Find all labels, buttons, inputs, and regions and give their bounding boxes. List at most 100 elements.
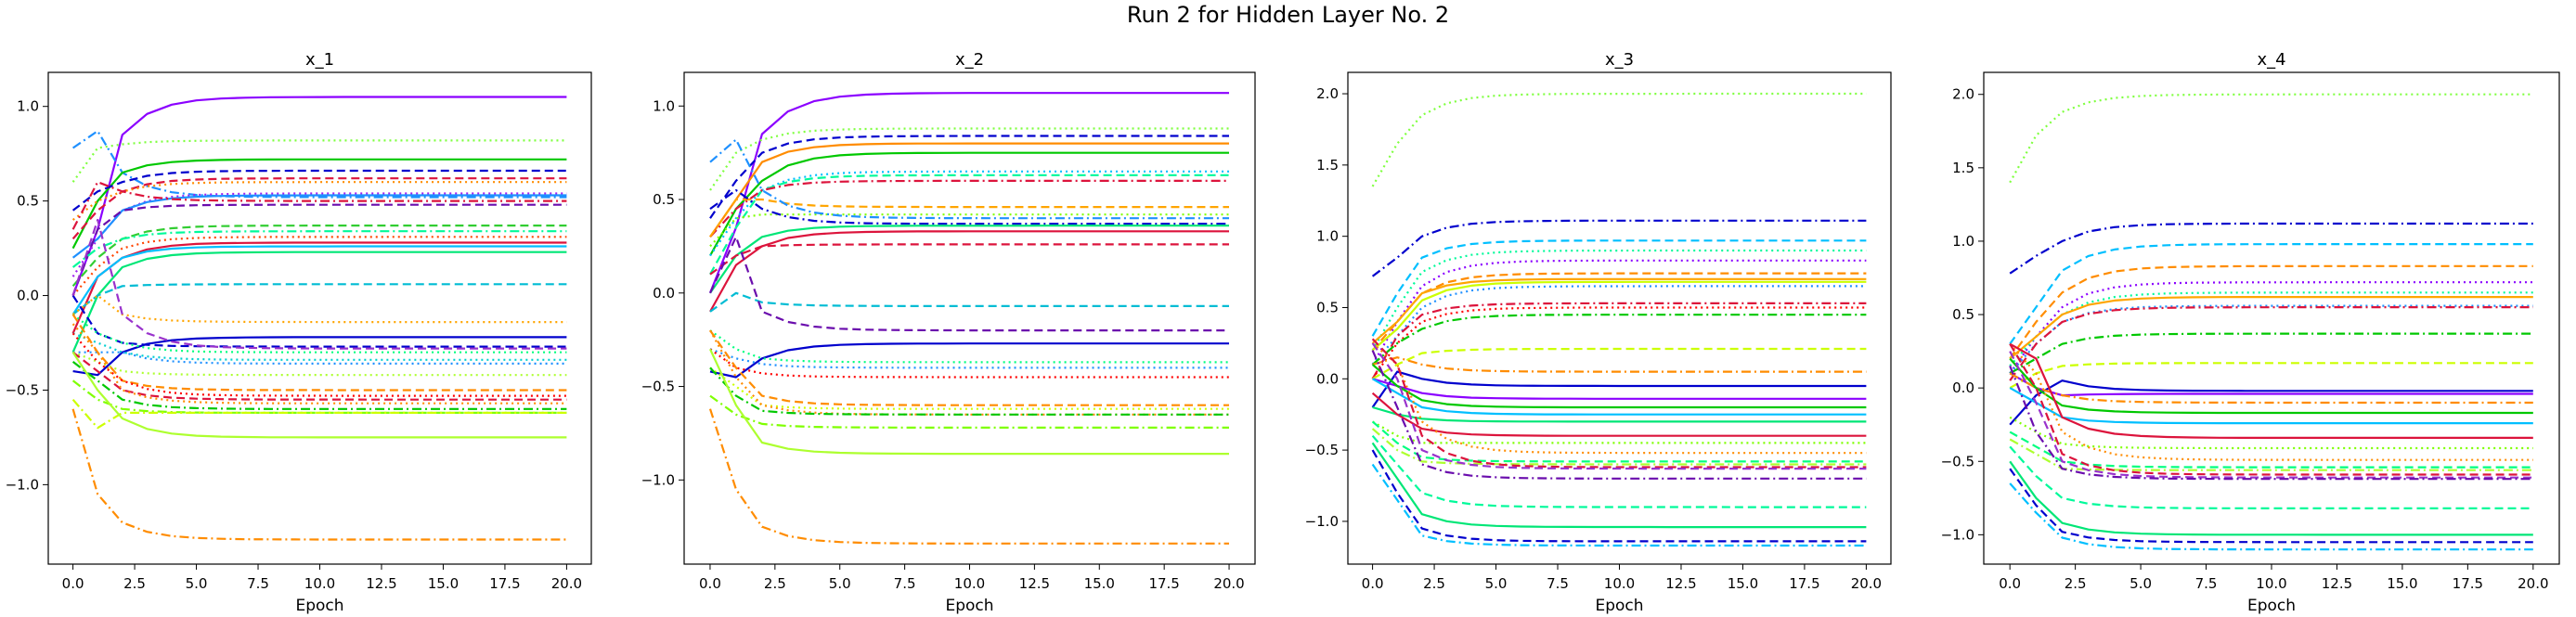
series-line-15 (2009, 357, 2533, 415)
x-tick-label: 12.5 (1019, 575, 1050, 592)
series-line-12 (2009, 379, 2533, 426)
x-tick-label: 12.5 (366, 575, 396, 592)
series-line-25 (1371, 338, 1867, 469)
series-group (2009, 93, 2533, 551)
plot-frame (1347, 71, 1892, 565)
series-line-22 (71, 218, 567, 350)
series-line-21 (1372, 420, 1867, 444)
y-tick-label: 1.0 (1316, 228, 1339, 245)
series-line-13 (709, 225, 1229, 294)
x-tick-label: 5.0 (829, 575, 851, 592)
series-line-3 (709, 135, 1229, 219)
series-line-21 (2009, 438, 2533, 471)
series-line-24 (2009, 365, 2533, 481)
series-line-16 (709, 291, 1229, 313)
x-tick-label: 12.5 (1665, 575, 1696, 592)
series-line-5 (71, 169, 567, 212)
series-line-19 (71, 294, 567, 324)
series-line-14 (1372, 356, 1867, 373)
series-line-17 (2009, 342, 2533, 439)
y-tick-label: 0.5 (1952, 306, 1974, 323)
subplot-x_2: 0.0 2.5 5.0 7.5 10.0 12.5 15.0 17.5 20.0 −1.0 −0.5… (641, 50, 1256, 615)
series-line-27 (1371, 350, 1867, 480)
subplot-title: x_3 (1605, 50, 1634, 70)
series-line-2 (2009, 222, 2533, 275)
series-line-9 (1371, 285, 1867, 366)
y-tick-label: 0.0 (653, 285, 675, 302)
y-tick-label: 0.5 (17, 193, 39, 210)
y-tick-label: −1.0 (1305, 513, 1339, 530)
x-tick-label: 7.5 (247, 575, 269, 592)
x-tick-label: 15.0 (1728, 575, 1758, 592)
series-line-19 (1372, 405, 1867, 423)
x-tick-label: 10.0 (1604, 575, 1635, 592)
series-line-26 (2009, 460, 2533, 536)
series-line-27 (2009, 468, 2533, 544)
series-line-30 (71, 323, 567, 405)
series-line-4 (71, 158, 567, 250)
series-line-17 (71, 251, 567, 353)
series-line-8 (1371, 280, 1867, 352)
series-line-18 (2009, 416, 2533, 450)
plot-frame (47, 71, 592, 565)
x-tick-label: 17.5 (489, 575, 520, 592)
series-line-19 (2009, 342, 2533, 461)
series-line-26 (709, 394, 1229, 429)
x-tick-label: 7.5 (1547, 575, 1569, 592)
x-tick-label: 15.0 (1084, 575, 1115, 592)
series-line-28 (1371, 434, 1867, 508)
figure-suptitle: Run 2 for Hidden Layer No. 2 (1126, 2, 1450, 28)
series-line-30 (1371, 449, 1867, 543)
series-line-8 (2009, 304, 2533, 375)
series-line-4 (709, 142, 1229, 238)
series-line-18 (71, 283, 567, 315)
series-line-5 (709, 151, 1229, 257)
series-line-29 (71, 351, 567, 401)
series-line-21 (709, 348, 1229, 379)
x-axis-label: Epoch (1595, 597, 1643, 615)
series-line-11 (709, 138, 1229, 220)
series-line-28 (2009, 482, 2533, 551)
series-line-7 (2009, 296, 2533, 360)
y-tick-label: −0.5 (6, 381, 39, 398)
series-line-1 (1371, 92, 1867, 187)
series-line-1 (708, 92, 1229, 294)
series-line-24 (72, 332, 567, 361)
series-line-9 (71, 194, 567, 259)
series-line-28 (71, 332, 567, 397)
subplot-x_1: 0.0 2.5 5.0 7.5 10.0 12.5 15.0 17.5 20.0 −1.0 −0.5… (6, 50, 592, 615)
series-line-7 (1371, 277, 1867, 344)
series-line-1 (2009, 93, 2533, 184)
series-line-11 (2009, 362, 2533, 390)
series-line-6 (71, 177, 567, 240)
series-line-14 (2009, 372, 2533, 405)
y-tick-label: −1.0 (641, 471, 675, 488)
series-line-10 (2009, 332, 2533, 375)
series-line-28 (708, 408, 1229, 545)
series-line-10 (1371, 302, 1867, 379)
subplot-x_3: 0.0 2.5 5.0 7.5 10.0 12.5 15.0 17.5 20.0 −1.0 −0.5… (1305, 50, 1892, 615)
series-line-15 (709, 243, 1229, 276)
y-tick-label: 0.0 (1952, 379, 1974, 396)
series-line-26 (72, 351, 567, 377)
series-line-12 (71, 225, 567, 288)
x-tick-label: 10.0 (304, 575, 335, 592)
series-line-19 (709, 329, 1229, 364)
subplot-title: x_1 (305, 50, 334, 70)
y-tick-label: 2.0 (1952, 86, 1974, 103)
series-line-16 (71, 245, 567, 315)
x-tick-label: 15.0 (428, 575, 459, 592)
series-line-25 (2009, 445, 2533, 510)
subplot-x_4: 0.0 2.5 5.0 7.5 10.0 12.5 15.0 17.5 20.0 −1.0 −0.5… (1941, 50, 2560, 615)
series-line-17 (709, 236, 1229, 332)
series-group (1371, 92, 1867, 547)
y-tick-label: 1.0 (17, 98, 39, 115)
series-line-3 (1371, 239, 1867, 337)
x-tick-label: 10.0 (2256, 575, 2286, 592)
x-tick-label: 0.0 (699, 575, 721, 592)
series-line-22 (1371, 342, 1867, 455)
series-group (71, 96, 567, 541)
series-line-4 (2009, 264, 2533, 360)
series-line-33 (71, 398, 567, 430)
